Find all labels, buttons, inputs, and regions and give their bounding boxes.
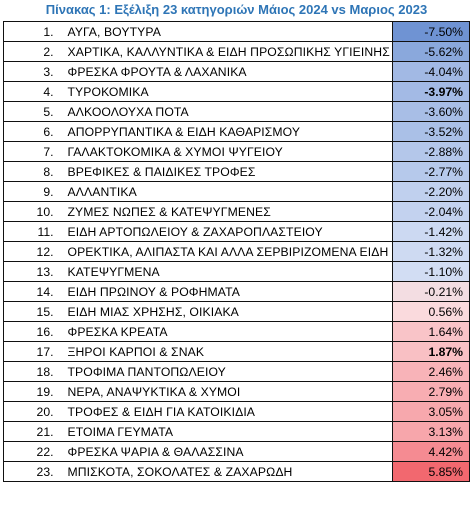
table-row: 11. ΕΙΔΗ ΑΡΤΟΠΩΛΕΙΟΥ & ΖΑΧΑΡΟΠΛΑΣΤΕΙΟΥ -1.… — [3, 221, 470, 242]
category-name: ΤΡΟΦΙΜΑ ΠΑΝΤΟΠΩΛΕΙΟΥ — [59, 361, 393, 382]
table-title: Πίνακας 1: Εξέλιξη 23 κατηγοριών Μάιος 2… — [45, 2, 428, 17]
row-number: 19. — [3, 381, 60, 402]
category-name: ΞΗΡΟΙ ΚΑΡΠΟΙ & ΣΝΑΚ — [59, 341, 393, 362]
table-row: 8. ΒΡΕΦΙΚΕΣ & ΠΑΙΔΙΚΕΣ ΤΡΟΦΕΣ -2.77% — [3, 161, 470, 182]
table-row: 7. ΓΑΛΑΚΤΟΚΟΜΙΚΑ & ΧΥΜΟΙ ΨΥΓΕΙΟΥ -2.88% — [3, 141, 470, 162]
row-number: 12. — [3, 241, 60, 262]
category-name: ΚΑΤΕΨΥΓΜΕΝΑ — [59, 261, 393, 282]
change-value: 1.64% — [392, 321, 470, 342]
table-row: 17. ΞΗΡΟΙ ΚΑΡΠΟΙ & ΣΝΑΚ 1.87% — [3, 341, 470, 362]
row-number: 15. — [3, 301, 60, 322]
category-name: ΑΠΟΡΡΥΠΑΝΤΙΚΑ & ΕΙΔΗ ΚΑΘΑΡΙΣΜΟΥ — [59, 121, 393, 142]
category-name: ΧΑΡΤΙΚΑ, ΚΑΛΛΥΝΤΙΚΑ & ΕΙΔΗ ΠΡΟΣΩΠΙΚΗΣ ΥΓ… — [59, 41, 393, 62]
category-name: ΕΤΟΙΜΑ ΓΕΥΜΑΤΑ — [59, 421, 393, 442]
row-number: 6. — [3, 121, 60, 142]
change-value: 2.79% — [392, 381, 470, 402]
category-name: ΝΕΡΑ, ΑΝΑΨΥΚΤΙΚΑ & ΧΥΜΟΙ — [59, 381, 393, 402]
category-name: ΤΡΟΦΕΣ & ΕΙΔΗ ΓΙΑ ΚΑΤΟΙΚΙΔΙΑ — [59, 401, 393, 422]
row-number: 7. — [3, 141, 60, 162]
table-row: 3. ΦΡΕΣΚΑ ΦΡΟΥΤΑ & ΛΑΧΑΝΙΚΑ -4.04% — [3, 61, 470, 82]
table-row: 6. ΑΠΟΡΡΥΠΑΝΤΙΚΑ & ΕΙΔΗ ΚΑΘΑΡΙΣΜΟΥ -3.52% — [3, 121, 470, 142]
change-value: -1.10% — [392, 261, 470, 282]
category-name: ΑΛΚΟΟΛΟΥΧΑ ΠΟΤΑ — [59, 101, 393, 122]
row-number: 23. — [3, 461, 60, 482]
table-row: 23. ΜΠΙΣΚΟΤΑ, ΣΟΚΟΛΑΤΕΣ & ΖΑΧΑΡΩΔΗ 5.85% — [3, 461, 470, 482]
table-row: 21. ΕΤΟΙΜΑ ΓΕΥΜΑΤΑ 3.13% — [3, 421, 470, 442]
category-name: ΑΥΓΑ, ΒΟΥΤΥΡΑ — [59, 21, 393, 42]
change-value: 4.42% — [392, 441, 470, 462]
row-number: 17. — [3, 341, 60, 362]
change-value: -4.04% — [392, 61, 470, 82]
category-name: ΒΡΕΦΙΚΕΣ & ΠΑΙΔΙΚΕΣ ΤΡΟΦΕΣ — [59, 161, 393, 182]
table-row: 2. ΧΑΡΤΙΚΑ, ΚΑΛΛΥΝΤΙΚΑ & ΕΙΔΗ ΠΡΟΣΩΠΙΚΗΣ … — [3, 41, 470, 62]
change-value: -2.88% — [392, 141, 470, 162]
change-value: 3.05% — [392, 401, 470, 422]
table-row: 18. ΤΡΟΦΙΜΑ ΠΑΝΤΟΠΩΛΕΙΟΥ 2.46% — [3, 361, 470, 382]
table-row: 5. ΑΛΚΟΟΛΟΥΧΑ ΠΟΤΑ -3.60% — [3, 101, 470, 122]
table-row: 12. ΟΡΕΚΤΙΚΑ, ΑΛΙΠΑΣΤΑ ΚΑΙ ΑΛΛΑ ΣΕΡΒΙΡΙΖΟ… — [3, 241, 470, 262]
category-name: ΟΡΕΚΤΙΚΑ, ΑΛΙΠΑΣΤΑ ΚΑΙ ΑΛΛΑ ΣΕΡΒΙΡΙΖΟΜΕΝ… — [59, 241, 393, 262]
category-name: ΑΛΛΑΝΤΙΚΑ — [59, 181, 393, 202]
row-number: 1. — [3, 21, 60, 42]
category-name: ΕΙΔΗ ΜΙΑΣ ΧΡΗΣΗΣ, ΟΙΚΙΑΚΑ — [59, 301, 393, 322]
row-number: 22. — [3, 441, 60, 462]
table-row: 16. ΦΡΕΣΚΑ ΚΡΕΑΤΑ 1.64% — [3, 321, 470, 342]
category-name: ΦΡΕΣΚΑ ΦΡΟΥΤΑ & ΛΑΧΑΝΙΚΑ — [59, 61, 393, 82]
row-number: 10. — [3, 201, 60, 222]
change-value: -3.52% — [392, 121, 470, 142]
change-value: 5.85% — [392, 461, 470, 482]
row-number: 4. — [3, 81, 60, 102]
change-value: -5.62% — [392, 41, 470, 62]
table-row: 22. ΦΡΕΣΚΑ ΨΑΡΙΑ & ΘΑΛΑΣΣΙΝΑ 4.42% — [3, 441, 470, 462]
row-number: 3. — [3, 61, 60, 82]
category-name: ΓΑΛΑΚΤΟΚΟΜΙΚΑ & ΧΥΜΟΙ ΨΥΓΕΙΟΥ — [59, 141, 393, 162]
change-value: -0.21% — [392, 281, 470, 302]
row-number: 9. — [3, 181, 60, 202]
table-row: 4. ΤΥΡΟΚΟΜΙΚΑ -3.97% — [3, 81, 470, 102]
table-row: 10. ΖΥΜΕΣ ΝΩΠΕΣ & ΚΑΤΕΨΥΓΜΕΝΕΣ -2.04% — [3, 201, 470, 222]
table-row: 20. ΤΡΟΦΕΣ & ΕΙΔΗ ΓΙΑ ΚΑΤΟΙΚΙΔΙΑ 3.05% — [3, 401, 470, 422]
category-name: ΕΙΔΗ ΑΡΤΟΠΩΛΕΙΟΥ & ΖΑΧΑΡΟΠΛΑΣΤΕΙΟΥ — [59, 221, 393, 242]
row-number: 13. — [3, 261, 60, 282]
table-row: 15. ΕΙΔΗ ΜΙΑΣ ΧΡΗΣΗΣ, ΟΙΚΙΑΚΑ 0.56% — [3, 301, 470, 322]
category-name: ΦΡΕΣΚΑ ΚΡΕΑΤΑ — [59, 321, 393, 342]
table-row: 13. ΚΑΤΕΨΥΓΜΕΝΑ -1.10% — [3, 261, 470, 282]
category-name: ΕΙΔΗ ΠΡΩΙΝΟΥ & ΡΟΦΗΜΑΤΑ — [59, 281, 393, 302]
category-name: ΤΥΡΟΚΟΜΙΚΑ — [59, 81, 393, 102]
row-number: 2. — [3, 41, 60, 62]
change-value: 1.87% — [392, 341, 470, 362]
row-number: 21. — [3, 421, 60, 442]
category-name: ΜΠΙΣΚΟΤΑ, ΣΟΚΟΛΑΤΕΣ & ΖΑΧΑΡΩΔΗ — [59, 461, 393, 482]
change-value: 0.56% — [392, 301, 470, 322]
change-value: -1.42% — [392, 221, 470, 242]
row-number: 16. — [3, 321, 60, 342]
row-number: 14. — [3, 281, 60, 302]
category-name: ΖΥΜΕΣ ΝΩΠΕΣ & ΚΑΤΕΨΥΓΜΕΝΕΣ — [59, 201, 393, 222]
category-name: ΦΡΕΣΚΑ ΨΑΡΙΑ & ΘΑΛΑΣΣΙΝΑ — [59, 441, 393, 462]
categories-table: 1. ΑΥΓΑ, ΒΟΥΤΥΡΑ -7.50% 2. ΧΑΡΤΙΚΑ, ΚΑΛΛΥΝΤΙ… — [3, 21, 470, 482]
change-value: -2.04% — [392, 201, 470, 222]
change-value: -3.97% — [392, 81, 470, 102]
change-value: -7.50% — [392, 21, 470, 42]
change-value: -2.20% — [392, 181, 470, 202]
row-number: 8. — [3, 161, 60, 182]
change-value: 3.13% — [392, 421, 470, 442]
row-number: 18. — [3, 361, 60, 382]
table-row: 19. ΝΕΡΑ, ΑΝΑΨΥΚΤΙΚΑ & ΧΥΜΟΙ 2.79% — [3, 381, 470, 402]
row-number: 11. — [3, 221, 60, 242]
table-row: 1. ΑΥΓΑ, ΒΟΥΤΥΡΑ -7.50% — [3, 21, 470, 42]
row-number: 20. — [3, 401, 60, 422]
table-row: 9. ΑΛΛΑΝΤΙΚΑ -2.20% — [3, 181, 470, 202]
row-number: 5. — [3, 101, 60, 122]
change-value: -3.60% — [392, 101, 470, 122]
change-value: 2.46% — [392, 361, 470, 382]
change-value: -2.77% — [392, 161, 470, 182]
table-row: 14. ΕΙΔΗ ΠΡΩΙΝΟΥ & ΡΟΦΗΜΑΤΑ -0.21% — [3, 281, 470, 302]
change-value: -1.32% — [392, 241, 470, 262]
